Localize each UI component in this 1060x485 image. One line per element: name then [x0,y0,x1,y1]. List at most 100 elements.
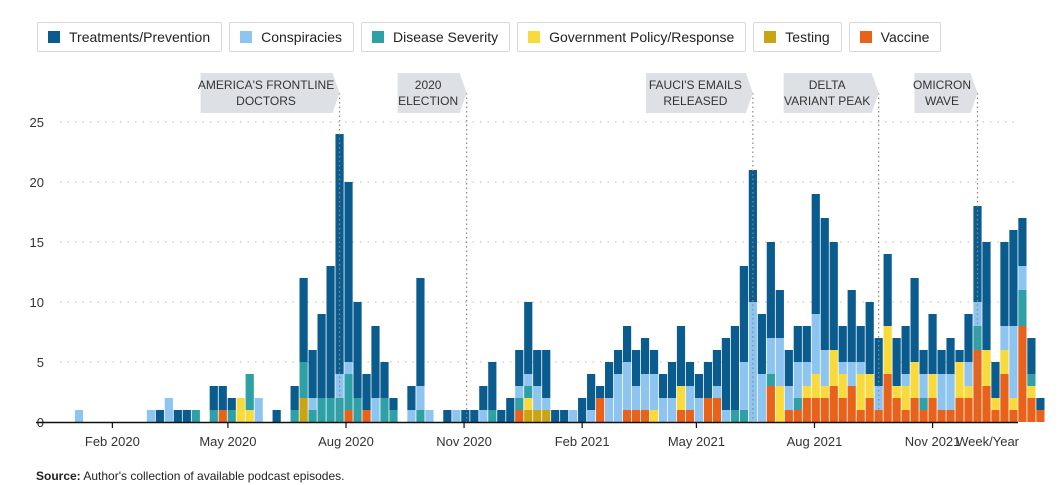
bar-segment [658,374,668,398]
source-note: Source: Author's collection of available… [36,469,344,483]
annotation-box [397,73,467,113]
bar-segment [344,410,353,422]
legend-label: Testing [785,29,830,45]
bar-segment [551,410,560,422]
bar-segment [299,362,308,398]
bar-segment [667,362,677,398]
bar-segment [847,386,856,422]
bar-segment [802,386,811,398]
bar-segment [901,374,910,386]
annotation-label: RELEASED [663,94,727,108]
bar-segment [937,410,946,422]
legend-item[interactable]: Conspiracies [229,22,355,52]
bar-segment [892,398,901,422]
bar-segment [775,338,784,386]
legend-item[interactable]: Government Policy/Response [517,22,747,52]
bar-segment [533,386,542,410]
bar-segment [416,278,425,386]
legend-item[interactable]: Treatments/Prevention [37,22,223,52]
bar-segment [757,314,766,374]
bar-segment [236,398,245,422]
bar-segment [569,410,578,422]
bar-segment [919,410,928,422]
bar-segment [209,386,218,410]
bar-segment [389,398,398,410]
bar-segment [614,350,623,374]
bar-segment [964,386,973,398]
legend-item[interactable]: Testing [753,22,842,52]
bar-segment [991,410,1000,422]
bar-segment [218,410,227,422]
bar-segment [1036,398,1045,410]
bar-segment [1027,398,1036,422]
y-tick-label: 25 [30,115,44,130]
bar-segment [865,374,874,398]
bar-segment [1000,350,1009,374]
bar-segment [649,410,659,422]
x-tick-label: May 2021 [668,434,725,449]
bar-segment [308,350,317,398]
bar-segment [739,410,748,422]
bar-segment [1027,338,1036,374]
y-tick-label: 10 [30,295,44,310]
bar-segment [793,398,802,410]
bar-segment [533,410,542,422]
bar-segment [155,410,164,422]
bar-segment [829,386,838,422]
bar-segment [380,362,389,398]
bar-segment [443,410,452,422]
bar-segment [820,350,829,386]
bar-segment [928,374,937,398]
legend-swatch [48,31,60,43]
source-label: Source: [36,469,81,483]
annotation-label: DELTA [809,78,846,92]
bar-segment [712,386,722,398]
legend-label: Vaccine [880,29,930,45]
bar-segment [587,374,596,410]
bar-segment [847,290,856,362]
annotation-box [783,73,879,113]
bar-segment [802,362,811,386]
bar-segment [802,398,811,422]
legend-item[interactable]: Disease Severity [361,22,511,52]
bar-segment [353,398,362,422]
bar-segment [1027,386,1036,398]
bar-segment [542,398,551,410]
bar-segment [829,350,838,386]
annotation-label: VARIANT PEAK [784,94,870,108]
bar-segment [856,410,865,422]
bar-segment [964,398,973,422]
legend-label: Treatments/Prevention [69,29,211,45]
bar-segment [182,410,191,422]
bar-segment [712,350,722,386]
bar-segment [937,374,946,410]
bar-segment [856,374,865,410]
bar-segment [784,410,793,422]
bar-segment [820,218,829,350]
bar-segment [694,398,704,422]
bar-segment [524,386,533,398]
bar-segment [739,362,748,410]
bar-segment [173,410,182,422]
bar-segment [910,278,919,362]
bar-segment [973,326,982,350]
bar-segment [596,386,605,398]
bar-segment [946,374,955,410]
bar-segment [883,254,892,326]
bar-segment [1018,218,1027,266]
bar-segment [802,326,811,362]
bar-segment [856,362,865,374]
bar-segment [982,242,991,350]
bar-segment [245,410,254,422]
bar-segment [622,326,632,362]
bar-segment [416,386,425,410]
bar-segment [730,326,739,410]
bar-segment [928,398,937,422]
legend-item[interactable]: Vaccine [848,22,942,52]
bar-segment [1009,326,1018,398]
x-tick-label: Aug 2021 [787,434,843,449]
bar-segment [344,182,353,362]
bar-segment [748,302,757,422]
bar-segment [721,338,731,410]
